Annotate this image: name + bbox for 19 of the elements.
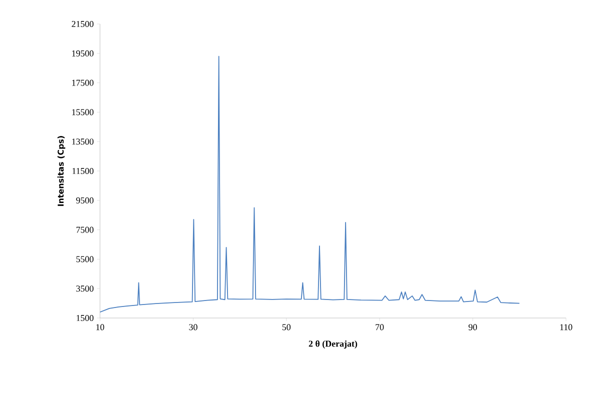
x-tick-label: 10 — [96, 324, 104, 330]
y-tick-label: 1500 — [76, 314, 94, 322]
y-tick-label: 3500 — [76, 286, 94, 292]
x-axis-title: 2 θ (Derajat) — [308, 340, 358, 349]
x-tick-label: 110 — [560, 324, 572, 330]
y-tick-label: 17500 — [72, 80, 94, 86]
y-tick-label: 13500 — [72, 138, 94, 145]
y-tick-label: 15500 — [72, 109, 94, 116]
y-tick-label: 7500 — [76, 226, 94, 233]
x-tick-label: 30 — [189, 324, 198, 330]
y-tick-label: 11500 — [72, 168, 94, 174]
y-tick-label: 21500 — [72, 20, 94, 28]
x-tick-label: 90 — [468, 324, 477, 330]
x-tick-label: 50 — [282, 324, 291, 330]
x-tick-label: 70 — [376, 324, 384, 330]
line-series — [100, 56, 520, 313]
y-tick-label: 5500 — [76, 256, 94, 262]
y-tick-label: 9500 — [76, 197, 94, 204]
y-tick-label: 19500 — [72, 50, 94, 56]
